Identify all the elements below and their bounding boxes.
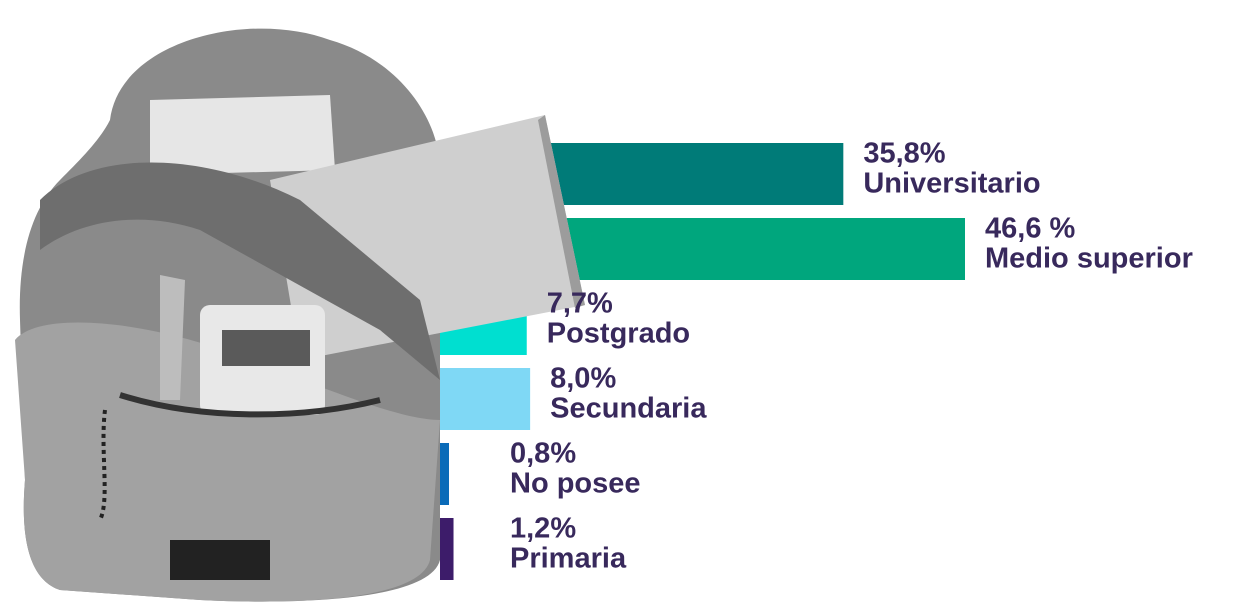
value-label: 0,8% [510, 438, 576, 470]
category-label: Secundaria [550, 393, 707, 425]
category-label: Postgrado [547, 318, 690, 350]
category-label: Medio superior [985, 243, 1193, 275]
chart: 35,8%Universitario 46,6 %Medio superior 7,… [0, 0, 1243, 609]
category-label: Universitario [863, 168, 1040, 200]
value-label: 1,2% [510, 513, 576, 545]
value-label: 46,6 % [985, 213, 1075, 245]
backpack-image [15, 29, 585, 602]
bar [440, 518, 454, 580]
bar [440, 443, 449, 505]
value-label: 8,0% [550, 363, 616, 395]
category-label: No posee [510, 468, 641, 500]
value-label: 7,7% [547, 288, 613, 320]
value-label: 35,8% [863, 138, 945, 170]
bar [440, 368, 530, 430]
category-label: Primaria [510, 543, 627, 575]
